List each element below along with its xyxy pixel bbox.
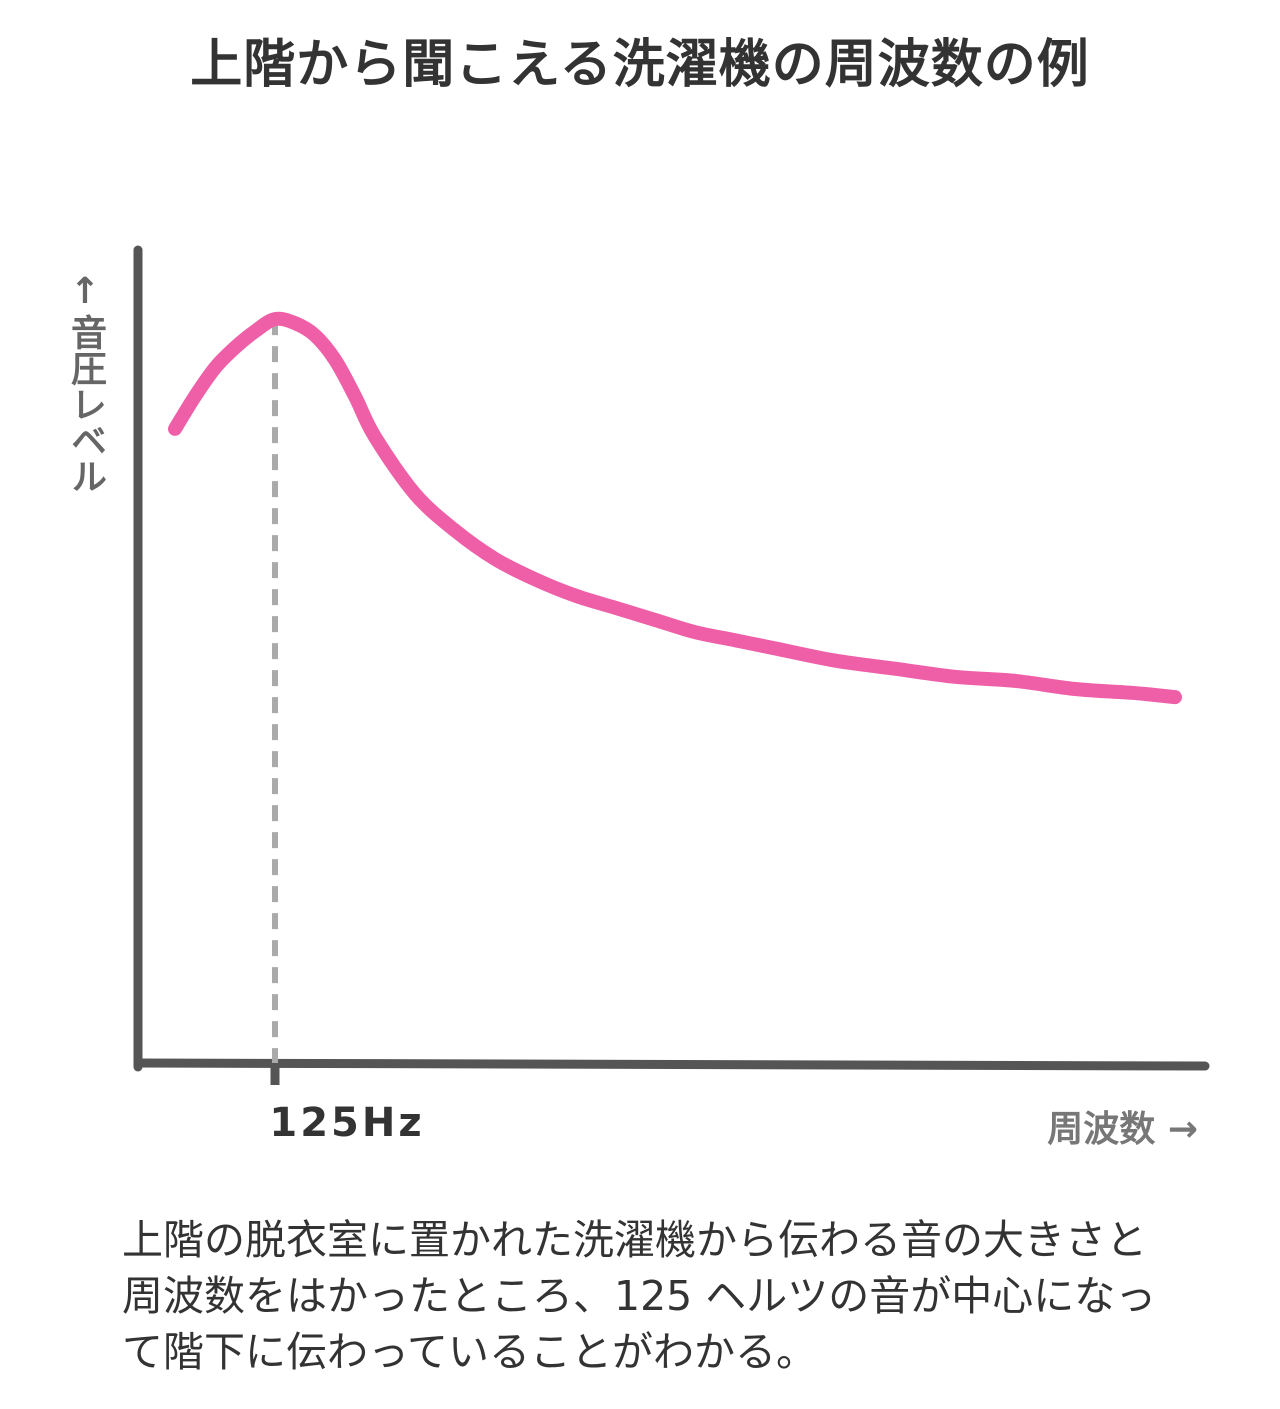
y-axis-label: ↑ 音圧レベル <box>60 270 110 494</box>
x-axis-label-text: 周波数 <box>1047 1109 1156 1150</box>
x-axis-line <box>133 1058 1210 1071</box>
y-axis-label-text: 音圧レベル <box>65 314 106 494</box>
chart-axes <box>133 245 1210 1072</box>
chart-series <box>168 311 1182 705</box>
peak-tick-label: 125Hz <box>269 1100 425 1146</box>
x-axis-label: 周波数 → <box>1047 1100 1198 1152</box>
right-arrow-icon: → <box>1167 1109 1198 1150</box>
chart-title: 上階から聞こえる洗濯機の周波数の例 <box>190 35 1090 95</box>
caption: 上階の脱衣室に置かれた洗濯機から伝わる音の大きさと周波数をはかったところ、125… <box>122 1216 1157 1376</box>
sound-level-curve <box>168 311 1182 705</box>
up-arrow-icon: ↑ <box>69 271 101 312</box>
